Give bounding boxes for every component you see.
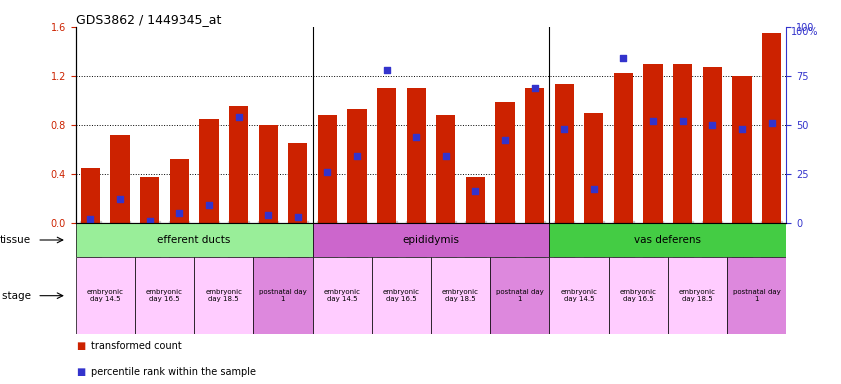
- Point: [380, 67, 394, 73]
- Bar: [76, 223, 313, 257]
- Text: transformed count: transformed count: [91, 341, 182, 351]
- Text: postnatal day
1: postnatal day 1: [259, 289, 307, 302]
- Bar: [643, 64, 663, 223]
- Text: postnatal day
1: postnatal day 1: [733, 289, 780, 302]
- Text: tissue: tissue: [0, 235, 31, 245]
- Point: [468, 188, 482, 194]
- Bar: [495, 101, 515, 223]
- Bar: [229, 106, 248, 223]
- Bar: [258, 125, 278, 223]
- Bar: [313, 257, 372, 334]
- Point: [706, 122, 719, 128]
- Bar: [673, 64, 692, 223]
- Text: development stage: development stage: [0, 291, 31, 301]
- Bar: [318, 115, 337, 223]
- Text: percentile rank within the sample: percentile rank within the sample: [91, 367, 256, 377]
- Point: [262, 212, 275, 218]
- Bar: [377, 88, 396, 223]
- Bar: [436, 115, 456, 223]
- Bar: [76, 257, 135, 334]
- Bar: [372, 257, 431, 334]
- Bar: [140, 177, 159, 223]
- Point: [764, 120, 778, 126]
- Text: embryonic
day 18.5: embryonic day 18.5: [205, 289, 242, 302]
- Bar: [584, 113, 604, 223]
- Point: [350, 153, 363, 159]
- Text: epididymis: epididymis: [403, 235, 459, 245]
- Bar: [170, 159, 189, 223]
- Text: 100%: 100%: [791, 27, 818, 37]
- Text: efferent ducts: efferent ducts: [157, 235, 230, 245]
- Bar: [525, 88, 544, 223]
- Text: ■: ■: [76, 367, 85, 377]
- Bar: [194, 257, 253, 334]
- Point: [558, 126, 571, 132]
- Text: embryonic
day 18.5: embryonic day 18.5: [442, 289, 479, 302]
- Bar: [135, 257, 194, 334]
- Text: embryonic
day 16.5: embryonic day 16.5: [383, 289, 420, 302]
- Text: embryonic
day 14.5: embryonic day 14.5: [87, 289, 124, 302]
- Text: ■: ■: [76, 341, 85, 351]
- Bar: [313, 223, 549, 257]
- Point: [735, 126, 748, 132]
- Bar: [727, 257, 786, 334]
- Text: GDS3862 / 1449345_at: GDS3862 / 1449345_at: [76, 13, 221, 26]
- Bar: [347, 109, 367, 223]
- Bar: [549, 223, 786, 257]
- Text: embryonic
day 18.5: embryonic day 18.5: [679, 289, 716, 302]
- Bar: [199, 119, 219, 223]
- Bar: [81, 168, 100, 223]
- Point: [616, 55, 630, 61]
- Point: [84, 216, 98, 222]
- Point: [114, 196, 127, 202]
- Text: vas deferens: vas deferens: [634, 235, 701, 245]
- Point: [143, 218, 156, 224]
- Bar: [703, 67, 722, 223]
- Point: [528, 84, 542, 91]
- Bar: [733, 76, 752, 223]
- Point: [647, 118, 660, 124]
- Bar: [549, 257, 609, 334]
- Bar: [490, 257, 549, 334]
- Bar: [762, 33, 781, 223]
- Bar: [466, 177, 485, 223]
- Bar: [288, 143, 308, 223]
- Bar: [609, 257, 668, 334]
- Point: [499, 137, 512, 144]
- Bar: [554, 84, 574, 223]
- Point: [587, 186, 600, 192]
- Text: embryonic
day 16.5: embryonic day 16.5: [146, 289, 183, 302]
- Point: [320, 169, 334, 175]
- Bar: [431, 257, 490, 334]
- Text: embryonic
day 14.5: embryonic day 14.5: [561, 289, 598, 302]
- Bar: [253, 257, 313, 334]
- Point: [172, 210, 186, 216]
- Text: postnatal day
1: postnatal day 1: [496, 289, 544, 302]
- Point: [410, 134, 423, 140]
- Bar: [110, 135, 130, 223]
- Bar: [614, 73, 633, 223]
- Point: [232, 114, 246, 120]
- Point: [202, 202, 215, 208]
- Bar: [668, 257, 727, 334]
- Bar: [406, 88, 426, 223]
- Point: [439, 153, 452, 159]
- Point: [291, 214, 304, 220]
- Text: embryonic
day 16.5: embryonic day 16.5: [620, 289, 657, 302]
- Point: [676, 118, 690, 124]
- Text: embryonic
day 14.5: embryonic day 14.5: [324, 289, 361, 302]
